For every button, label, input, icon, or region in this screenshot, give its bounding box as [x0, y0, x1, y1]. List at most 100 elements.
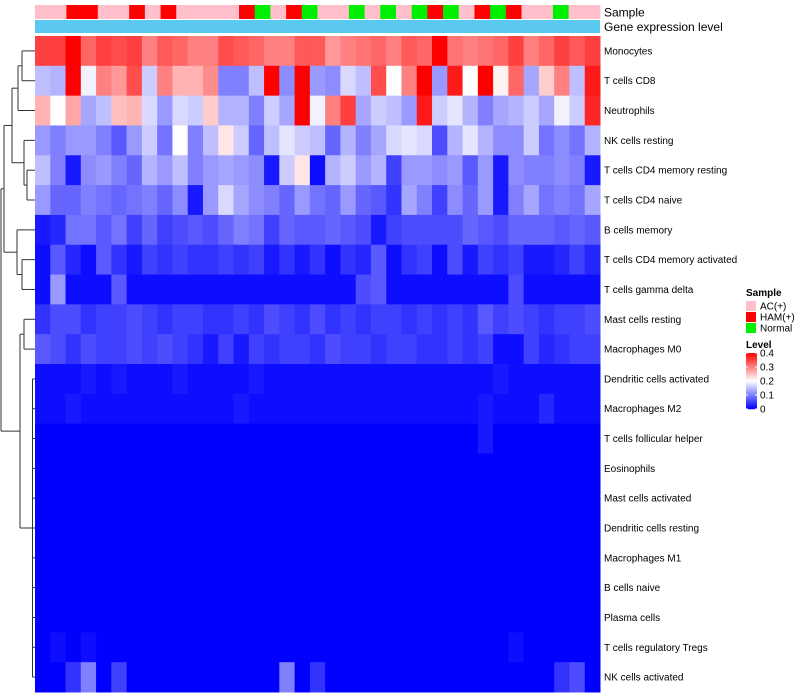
heatmap-cell — [126, 662, 143, 693]
heatmap-cell — [370, 125, 387, 156]
heatmap-cell — [340, 483, 357, 514]
heatmap-cell — [279, 602, 296, 633]
heatmap-cell — [432, 125, 448, 156]
heatmap-cell — [370, 274, 387, 305]
heatmap-cell — [508, 214, 525, 246]
heatmap-cell — [157, 423, 173, 454]
heatmap-cell — [523, 572, 540, 604]
heatmap-cell — [401, 274, 418, 305]
heatmap-cell — [325, 423, 341, 454]
heatmap-cell — [187, 95, 204, 126]
heatmap-cell — [111, 274, 128, 305]
heatmap-cell — [554, 274, 570, 305]
row-label: Plasma cells — [604, 613, 660, 624]
legend-gradient-step — [746, 392, 757, 394]
legend-gradient-step — [746, 386, 757, 388]
heatmap-cell — [325, 244, 341, 276]
heatmap-cell — [264, 423, 280, 454]
heatmap-cell — [355, 214, 372, 246]
heatmap-cell — [141, 185, 158, 216]
legend-gradient-step — [746, 363, 757, 365]
legend-gradient-step — [746, 373, 757, 375]
heatmap-cell — [35, 602, 51, 633]
heatmap-cell — [462, 155, 479, 186]
heatmap-cell — [370, 453, 387, 484]
heatmap-cell — [141, 393, 158, 425]
heatmap-cell — [172, 95, 189, 126]
heatmap-cell — [157, 155, 173, 186]
heatmap-cell — [248, 125, 265, 156]
sample-annotation-cell — [82, 5, 99, 19]
heatmap-cell — [126, 155, 143, 186]
legend-gradient-step — [746, 395, 757, 397]
heatmap-cell — [508, 36, 525, 67]
legend-gradient-step — [746, 383, 757, 385]
heatmap-cell — [584, 274, 601, 305]
heatmap-cell — [172, 334, 189, 365]
heatmap-cell — [157, 572, 173, 604]
heatmap-cell — [554, 364, 570, 395]
heatmap-cell — [111, 393, 128, 425]
heatmap-cell — [111, 602, 128, 633]
heatmap-cell — [248, 65, 265, 97]
heatmap-cell — [248, 572, 265, 604]
heatmap-cell — [523, 632, 540, 663]
heatmap-cell — [248, 602, 265, 633]
heatmap-cell — [248, 364, 265, 395]
sample-annotation-cell — [191, 5, 209, 19]
legend-gradient-step — [746, 359, 757, 361]
heatmap-cell — [401, 632, 418, 663]
heatmap-cell — [111, 364, 128, 395]
heatmap-cell — [202, 393, 219, 425]
heatmap-cell — [554, 334, 570, 365]
heatmap-cell — [233, 334, 250, 365]
heatmap-cell — [355, 36, 372, 67]
heatmap-cell — [248, 214, 265, 246]
legend-tick-label: 0.1 — [760, 391, 774, 402]
heatmap-cell — [416, 602, 433, 633]
heatmap-cell — [447, 513, 464, 544]
heatmap-cell — [218, 602, 235, 633]
heatmap-cell — [80, 602, 97, 633]
heatmap-cell — [370, 393, 387, 425]
heatmap-cell — [447, 155, 464, 186]
heatmap-cell — [172, 513, 189, 544]
heatmap-cell — [401, 214, 418, 246]
heatmap-cell — [386, 214, 402, 246]
sample-annotation-cell — [113, 5, 130, 19]
heatmap-cell — [264, 542, 280, 574]
heatmap-cell — [248, 662, 265, 693]
heatmap-cell — [508, 364, 525, 395]
heatmap-cell — [111, 36, 128, 67]
heatmap-cell — [96, 304, 112, 335]
heatmap-cell — [401, 542, 418, 574]
heatmap-cell — [462, 334, 479, 365]
legend-gradient-step — [746, 357, 757, 359]
heatmap-cell — [493, 65, 509, 97]
sample-annotation-cell — [537, 5, 554, 19]
heatmap-cell — [447, 214, 464, 246]
heatmap-cell — [325, 125, 341, 156]
heatmap-cell — [493, 364, 509, 395]
heatmap-cell — [462, 125, 479, 156]
heatmap-cell — [309, 274, 326, 305]
heatmap-cell — [279, 364, 296, 395]
heatmap-cell — [401, 304, 418, 335]
heatmap-cell — [432, 572, 448, 604]
heatmap-cell — [157, 662, 173, 693]
heatmap-cell — [35, 244, 51, 276]
heatmap-cell — [477, 662, 494, 693]
heatmap-cell — [462, 36, 479, 67]
heatmap-cell — [65, 155, 82, 186]
heatmap-cell — [309, 423, 326, 454]
legend-gradient-step — [746, 353, 757, 355]
heatmap-cell — [432, 95, 448, 126]
heatmap-cell — [355, 95, 372, 126]
heatmap-cell — [386, 155, 402, 186]
heatmap-cell — [462, 662, 479, 693]
heatmap-cell — [80, 155, 97, 186]
heatmap-cell — [157, 185, 173, 216]
heatmap-cell — [493, 453, 509, 484]
heatmap-cell — [50, 453, 67, 484]
heatmap-cell — [202, 602, 219, 633]
